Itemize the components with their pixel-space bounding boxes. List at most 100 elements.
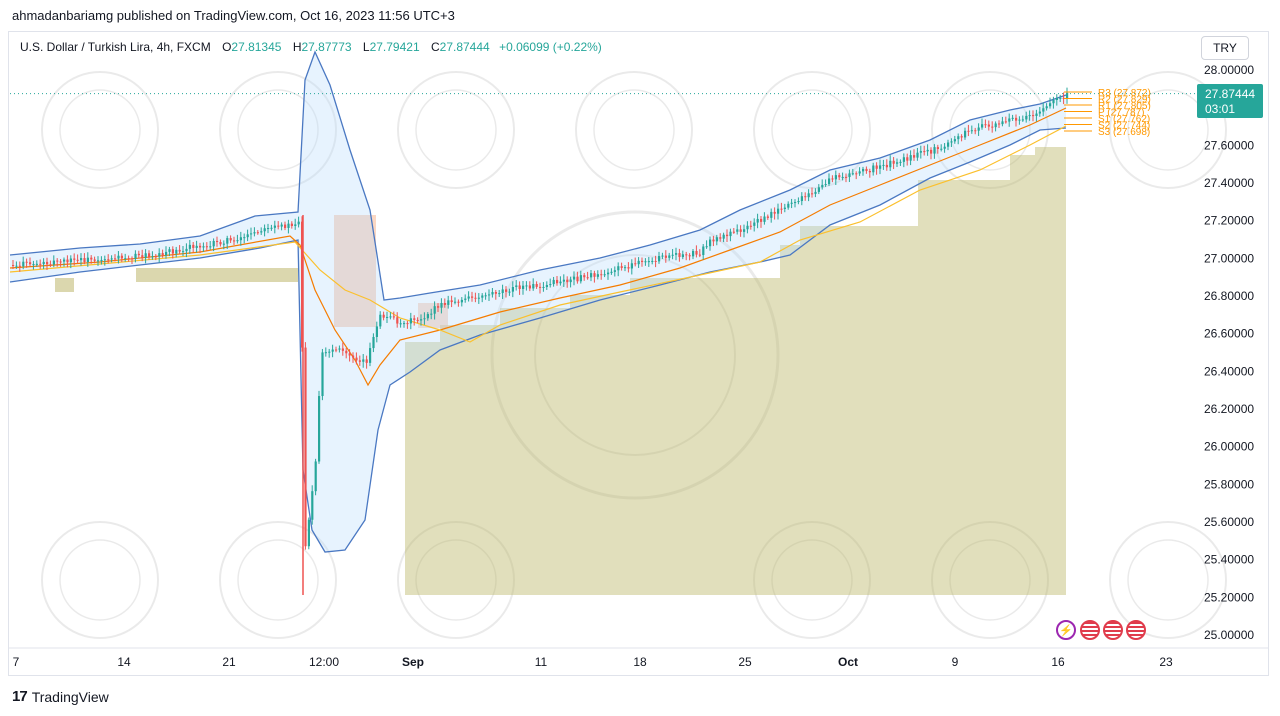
candle-body — [647, 261, 650, 263]
candle-body — [885, 164, 888, 168]
candle-body — [375, 326, 378, 337]
support-zone — [55, 278, 74, 292]
candle-body — [637, 260, 640, 265]
pivot-label: S3 (27.698) — [1098, 127, 1150, 138]
candle-body — [182, 251, 185, 253]
watermark-seal-icon — [237, 89, 319, 171]
candle-body — [559, 281, 562, 284]
candle-body — [841, 176, 844, 178]
watermark-seal-icon — [1127, 89, 1209, 171]
candle-body — [1018, 119, 1021, 121]
candle-body — [311, 491, 314, 520]
candle-body — [603, 274, 606, 276]
candle-body — [780, 208, 783, 210]
x-tick-label: 23 — [1159, 655, 1173, 669]
y-tick-label: 27.40000 — [1204, 176, 1254, 190]
candle-body — [454, 301, 457, 303]
candle-body — [103, 259, 106, 261]
candle-body — [331, 349, 334, 352]
candle-body — [379, 314, 382, 327]
candle-body — [590, 273, 593, 278]
candle-body — [117, 255, 120, 259]
candle-body — [800, 196, 803, 202]
candle-body — [1011, 117, 1014, 119]
candle-body — [688, 255, 691, 257]
candle-body — [498, 293, 501, 295]
low-value: 27.79421 — [369, 40, 420, 54]
moving-average-fast — [9, 107, 1067, 387]
candle-body — [838, 175, 841, 178]
candle-body — [542, 286, 545, 288]
candle-body — [685, 254, 688, 256]
us-flag-icon[interactable] — [1126, 620, 1146, 640]
candle-body — [131, 258, 134, 260]
candle-body — [403, 323, 406, 325]
candle-body — [386, 316, 389, 318]
close-label: C — [430, 40, 440, 54]
candle-body — [960, 136, 963, 138]
symbol-legend: U.S. Dollar / Turkish Lira, 4h, FXCM O27… — [20, 40, 602, 54]
candle-body — [573, 276, 576, 280]
candle-body — [634, 263, 637, 265]
candle-body — [171, 249, 174, 254]
candle-body — [916, 152, 919, 158]
candle-body — [15, 265, 18, 267]
candle-body — [712, 239, 715, 242]
candle-body — [141, 255, 144, 258]
y-tick-label: 26.00000 — [1204, 440, 1254, 454]
candle-body — [566, 279, 569, 283]
candle-body — [86, 257, 89, 263]
candle-body — [188, 244, 191, 249]
x-tick-label: 25 — [738, 655, 752, 669]
candle-body — [185, 248, 188, 252]
support-zone — [405, 147, 1066, 595]
currency-button[interactable]: TRY — [1201, 36, 1249, 60]
candle-body — [736, 229, 739, 232]
footer: 17 TradingView — [12, 688, 109, 705]
candle-body — [314, 461, 317, 492]
watermark-seal-icon — [41, 521, 159, 639]
candle-body — [66, 259, 69, 263]
watermark-seal-icon — [753, 521, 871, 639]
candle-body — [239, 237, 242, 241]
candle-body — [39, 263, 42, 265]
candle-body — [926, 149, 929, 152]
candle-body — [576, 276, 579, 282]
candle-body — [1025, 115, 1028, 120]
candle-body — [151, 256, 154, 258]
x-tick-label: Oct — [838, 655, 858, 669]
candle-body — [362, 359, 365, 362]
candle-body — [341, 348, 344, 351]
candle-body — [301, 221, 304, 348]
candle-body — [515, 285, 518, 288]
pivot-label: R1 (27.805) — [1098, 101, 1151, 112]
candle-body — [613, 270, 616, 272]
candle-body — [392, 316, 395, 318]
candle-body — [702, 246, 705, 256]
bolt-icon[interactable]: ⚡ — [1056, 620, 1076, 640]
us-flag-icon[interactable] — [1103, 620, 1123, 640]
candle-body — [872, 165, 875, 173]
candle-body — [862, 168, 865, 172]
y-tick-label: 28.00000 — [1204, 63, 1254, 77]
candle-body — [749, 225, 752, 227]
candle-body — [906, 157, 909, 161]
candle-body — [233, 240, 236, 242]
high-value: 27.87773 — [301, 40, 352, 54]
candle-body — [957, 136, 960, 140]
candle-body — [675, 253, 678, 255]
candle-body — [328, 351, 331, 353]
candle-body — [790, 202, 793, 204]
candle-body — [270, 227, 273, 229]
x-tick-label: 14 — [117, 655, 131, 669]
candle-body — [641, 260, 644, 262]
candle-body — [488, 294, 491, 296]
price-badge-countdown: 03:01 — [1205, 102, 1235, 116]
candle-body — [481, 295, 484, 298]
candle-body — [535, 283, 538, 287]
us-flag-icon[interactable] — [1080, 620, 1100, 640]
candle-body — [552, 279, 555, 285]
candle-body — [528, 285, 531, 289]
candle-body — [18, 265, 21, 267]
